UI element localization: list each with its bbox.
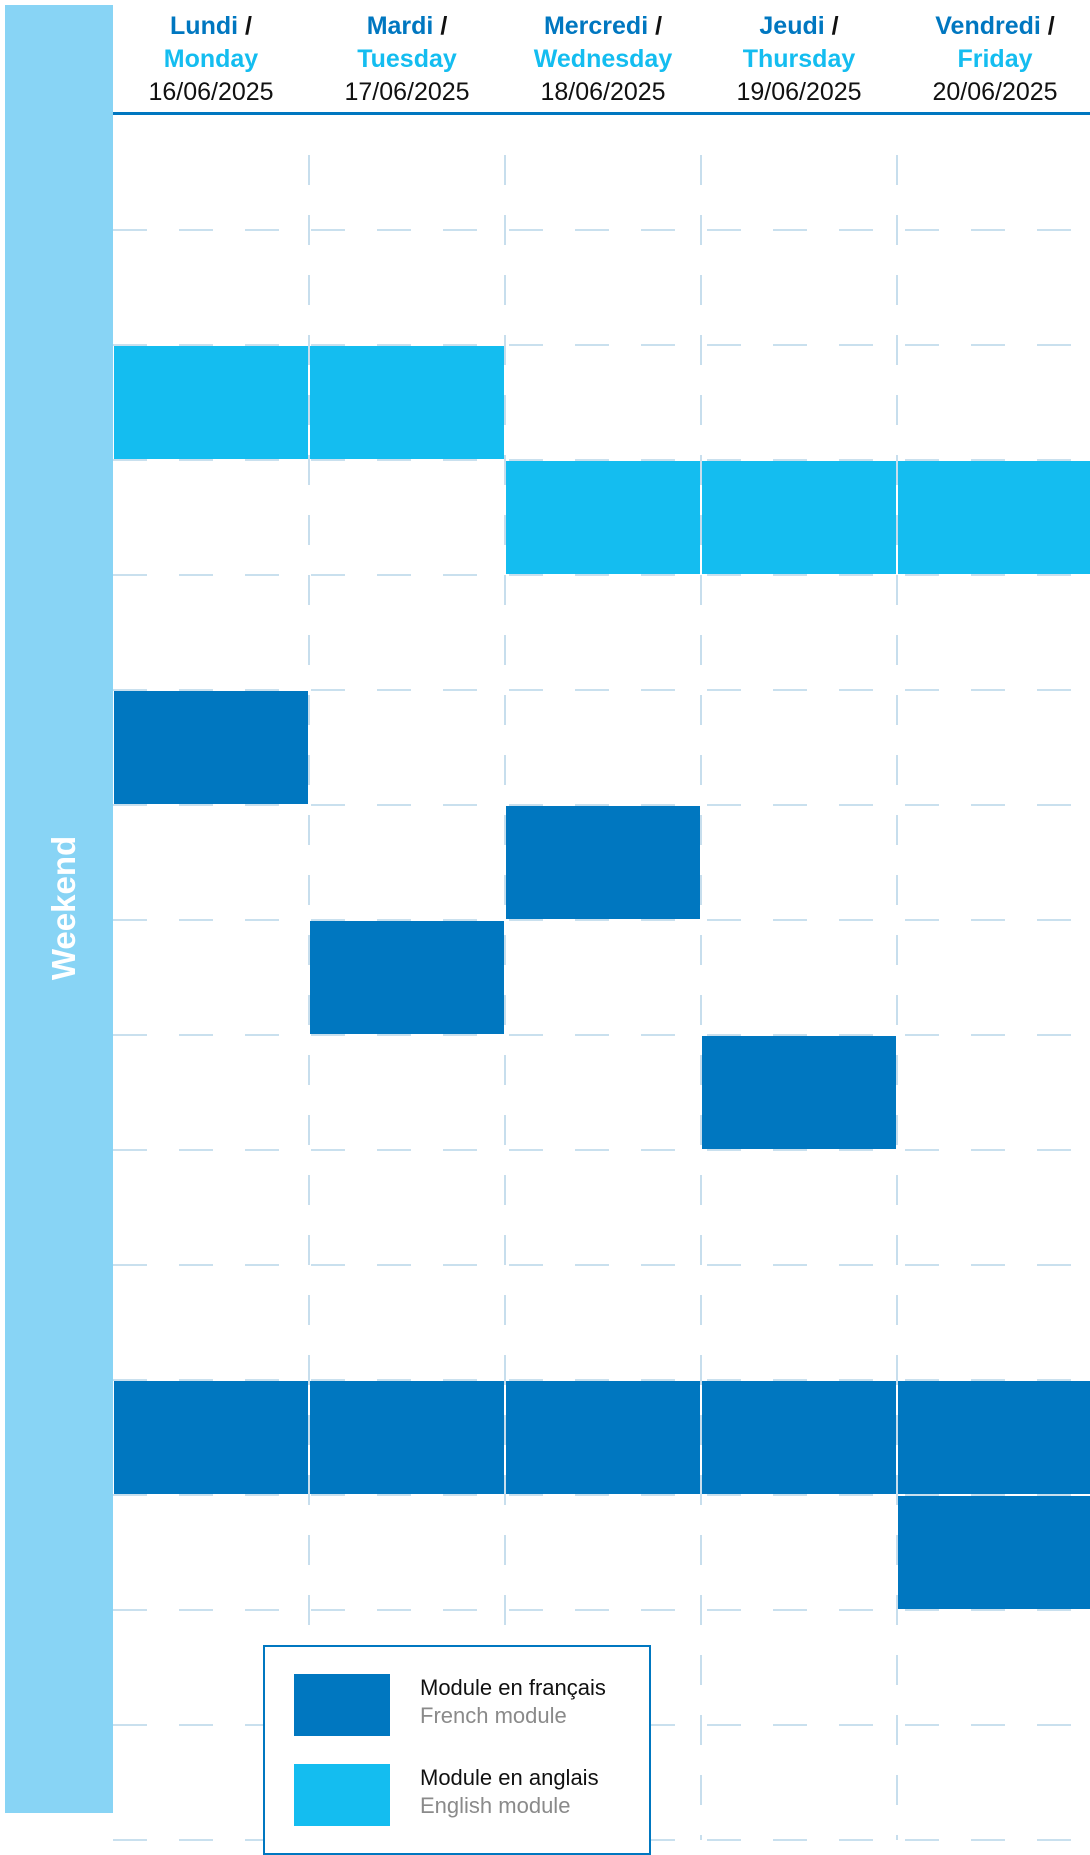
day-name-en: Thursday — [742, 45, 856, 73]
english-module-block[interactable] — [702, 461, 896, 574]
legend-french-label: Module en français — [420, 1675, 606, 1700]
day-separator: / — [245, 12, 252, 40]
day-date: 17/06/2025 — [344, 78, 470, 106]
french-module-block[interactable] — [702, 1036, 896, 1149]
legend-english-label: Module en anglais — [420, 1765, 599, 1790]
french-module-block[interactable] — [506, 1381, 700, 1494]
legend-french-sublabel: French module — [420, 1703, 567, 1728]
french-module-block[interactable] — [310, 1381, 504, 1494]
day-name-fr: Mardi — [366, 12, 434, 40]
day-name-fr: Lundi — [170, 12, 239, 40]
day-header: Vendredi / Friday 20/06/2025 — [897, 10, 1090, 109]
day-date: 19/06/2025 — [736, 78, 862, 106]
french-module-block[interactable] — [898, 1496, 1090, 1609]
day-date: 20/06/2025 — [932, 78, 1058, 106]
french-module-block[interactable] — [506, 806, 700, 919]
day-header: Mardi / Tuesday 17/06/2025 — [309, 10, 505, 109]
day-name-fr: Mercredi — [543, 12, 649, 40]
day-name-fr: Vendredi — [935, 12, 1041, 40]
french-module-block[interactable] — [114, 691, 308, 804]
day-date: 16/06/2025 — [148, 78, 274, 106]
day-separator: / — [831, 12, 839, 40]
day-name-en: Tuesday — [357, 45, 457, 73]
english-module-block[interactable] — [506, 461, 700, 574]
english-module-block[interactable] — [898, 461, 1090, 574]
french-module-block[interactable] — [114, 1381, 308, 1494]
day-header: Jeudi / Thursday 19/06/2025 — [701, 10, 897, 109]
legend-swatch-french — [294, 1674, 390, 1736]
english-module-block[interactable] — [114, 346, 308, 459]
french-module-block[interactable] — [702, 1381, 896, 1494]
legend: Module en français French module Module … — [263, 1645, 651, 1855]
day-name-en: Monday — [163, 45, 259, 73]
day-separator: / — [440, 12, 448, 40]
day-name-en: Friday — [957, 45, 1033, 73]
day-header: Mercredi / Wednesday 18/06/2025 — [505, 10, 701, 109]
day-name-en: Wednesday — [533, 45, 673, 73]
day-separator: / — [655, 12, 663, 40]
weekend-sidebar: Weekend — [5, 5, 113, 1813]
day-name-fr: Jeudi — [759, 12, 825, 40]
day-separator: / — [1047, 12, 1055, 40]
legend-swatch-english — [294, 1764, 390, 1826]
french-module-block[interactable] — [310, 921, 504, 1034]
header-divider — [113, 112, 1090, 115]
day-header: Lundi / Monday 16/06/2025 — [113, 10, 309, 109]
french-module-block[interactable] — [898, 1381, 1090, 1494]
legend-english-sublabel: English module — [420, 1793, 571, 1818]
day-date: 18/06/2025 — [540, 78, 666, 106]
english-module-block[interactable] — [310, 346, 504, 459]
legend-entry-english: Module en anglais English module — [420, 1764, 599, 1820]
legend-entry-french: Module en français French module — [420, 1674, 606, 1730]
